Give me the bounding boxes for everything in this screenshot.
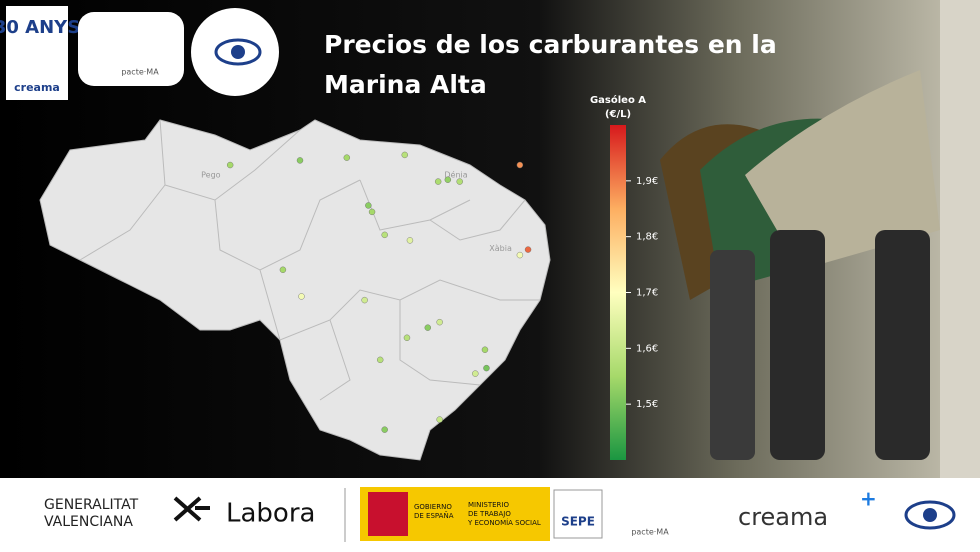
station-dot bbox=[516, 161, 524, 169]
sepe-box bbox=[553, 489, 603, 539]
colorbar bbox=[610, 125, 626, 460]
logo-text: VALENCIANA bbox=[44, 514, 133, 530]
coat-icon bbox=[368, 492, 408, 536]
station-dot bbox=[298, 293, 305, 300]
eye-icon bbox=[214, 38, 262, 66]
colorbar-tick-label: 1,9€ bbox=[636, 176, 658, 187]
station-dot bbox=[377, 356, 384, 364]
town-label: Xàbia bbox=[489, 244, 512, 253]
logo-text: DE TRABAJO bbox=[468, 510, 511, 518]
eye-icon bbox=[923, 508, 937, 522]
station-dot bbox=[456, 178, 463, 185]
station-dot bbox=[436, 416, 443, 423]
station-dot bbox=[343, 154, 350, 161]
logo-text: GOBIERNO bbox=[414, 503, 452, 511]
logo-box bbox=[6, 6, 68, 100]
legend-unit: (€/L) bbox=[605, 109, 631, 120]
station-dot bbox=[226, 161, 234, 169]
labora-icon bbox=[173, 496, 210, 522]
logo-text: 30 ANYS bbox=[0, 17, 80, 38]
top-logos: 30 ANYS creama pacte·MA bbox=[0, 6, 279, 100]
colorbar-tick-label: 1,8€ bbox=[636, 232, 658, 243]
title: Precios de los carburantes en la Marina A… bbox=[324, 30, 777, 99]
station-dot bbox=[444, 176, 452, 183]
logo-text: GENERALITAT bbox=[44, 497, 139, 513]
logo-text: creama bbox=[738, 503, 828, 531]
logo-text: pacte·MA bbox=[631, 528, 669, 537]
station-dot bbox=[381, 426, 388, 433]
town-label: Pego bbox=[201, 171, 221, 180]
station-dot bbox=[403, 334, 411, 341]
logo-text: MINISTERIO bbox=[468, 501, 509, 509]
station-dot bbox=[434, 178, 442, 185]
station-dot bbox=[524, 246, 532, 253]
station-dot bbox=[296, 157, 304, 164]
logo-text: Labora bbox=[226, 499, 315, 529]
town-label: Dénia bbox=[444, 170, 467, 180]
station-dot bbox=[481, 346, 489, 353]
station-dot bbox=[406, 237, 414, 244]
station-dot bbox=[401, 151, 408, 159]
colorbar-tick-label: 1,7€ bbox=[636, 288, 658, 299]
station-dot bbox=[279, 266, 287, 273]
station-dot bbox=[368, 208, 376, 216]
logo-text: DE ESPAÑA bbox=[414, 511, 454, 520]
legend-title: Gasóleo A bbox=[590, 94, 646, 106]
logo-box bbox=[78, 12, 184, 86]
footer-logos: GENERALITAT VALENCIANA Labora GOBIERNO D… bbox=[44, 487, 956, 542]
station-dot bbox=[436, 318, 443, 326]
plus-icon: + bbox=[860, 487, 877, 511]
station-dot bbox=[365, 202, 372, 209]
logo-text: Y ECONOMÍA SOCIAL bbox=[467, 518, 541, 527]
logo-text: creama bbox=[14, 81, 60, 94]
station-dot bbox=[361, 296, 368, 304]
pump-decor bbox=[660, 0, 980, 478]
station-dot bbox=[381, 231, 388, 239]
eye-icon bbox=[904, 500, 956, 530]
eye-icon bbox=[231, 45, 245, 59]
municipal-borders bbox=[79, 119, 540, 401]
station-dot bbox=[472, 370, 479, 377]
logo-text: SEPE bbox=[561, 515, 595, 529]
station-dot bbox=[483, 364, 490, 372]
colorbar-tick-label: 1,5€ bbox=[636, 399, 658, 410]
station-dot bbox=[516, 251, 524, 259]
station-dot bbox=[424, 324, 431, 331]
logo-text: pacte·MA bbox=[121, 68, 159, 77]
colorbar-tick-label: 1,6€ bbox=[636, 343, 658, 354]
